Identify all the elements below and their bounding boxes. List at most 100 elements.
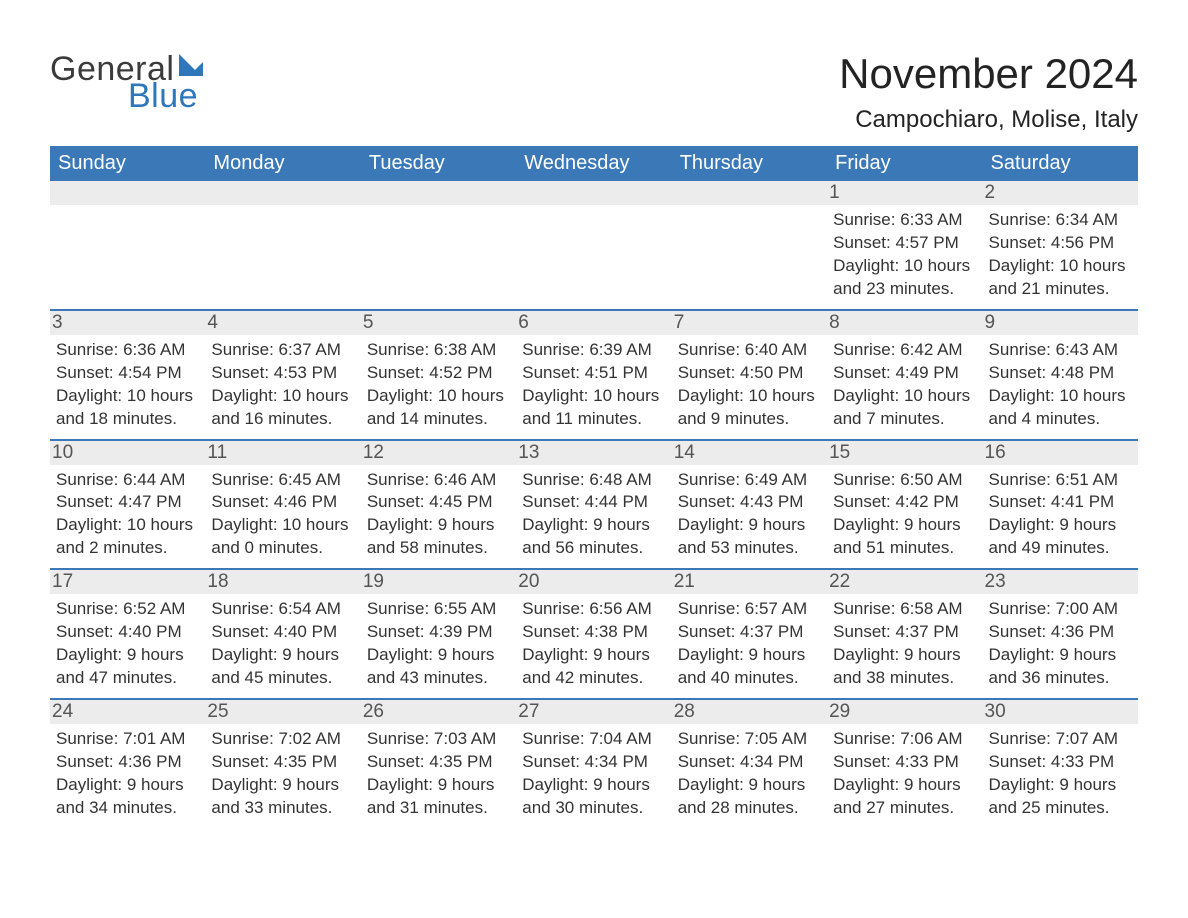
- day-empty: [361, 181, 516, 309]
- daylight-line1: Daylight: 9 hours: [989, 514, 1132, 537]
- day-number: 8: [829, 312, 840, 334]
- day-number: 9: [985, 312, 996, 334]
- day-number: 30: [985, 701, 1006, 723]
- daynum-bar: 30: [983, 700, 1138, 724]
- sunset-text: Sunset: 4:36 PM: [989, 621, 1132, 644]
- sunset-text: Sunset: 4:40 PM: [56, 621, 199, 644]
- sunset-text: Sunset: 4:41 PM: [989, 491, 1132, 514]
- day-details: Sunrise: 6:58 AMSunset: 4:37 PMDaylight:…: [833, 598, 976, 690]
- daynum-bar: 9: [983, 311, 1138, 335]
- dow-thursday: Thursday: [672, 146, 827, 181]
- daynum-bar: 12: [361, 441, 516, 465]
- day-number: 6: [518, 312, 529, 334]
- daynum-bar: [672, 181, 827, 205]
- day-cell: 2Sunrise: 6:34 AMSunset: 4:56 PMDaylight…: [983, 181, 1138, 309]
- daylight-line2: and 36 minutes.: [989, 667, 1132, 690]
- daynum-bar: 8: [827, 311, 982, 335]
- daylight-line2: and 31 minutes.: [367, 797, 510, 820]
- day-details: Sunrise: 7:00 AMSunset: 4:36 PMDaylight:…: [989, 598, 1132, 690]
- daylight-line1: Daylight: 9 hours: [989, 774, 1132, 797]
- day-cell: 13Sunrise: 6:48 AMSunset: 4:44 PMDayligh…: [516, 441, 671, 569]
- day-number: 26: [363, 701, 384, 723]
- day-cell: 30Sunrise: 7:07 AMSunset: 4:33 PMDayligh…: [983, 700, 1138, 828]
- daynum-bar: 2: [983, 181, 1138, 205]
- day-number: 21: [674, 571, 695, 593]
- sunrise-text: Sunrise: 6:42 AM: [833, 339, 976, 362]
- day-cell: 20Sunrise: 6:56 AMSunset: 4:38 PMDayligh…: [516, 570, 671, 698]
- week-row: 24Sunrise: 7:01 AMSunset: 4:36 PMDayligh…: [50, 698, 1138, 828]
- day-details: Sunrise: 6:39 AMSunset: 4:51 PMDaylight:…: [522, 339, 665, 431]
- day-details: Sunrise: 6:57 AMSunset: 4:37 PMDaylight:…: [678, 598, 821, 690]
- day-cell: 23Sunrise: 7:00 AMSunset: 4:36 PMDayligh…: [983, 570, 1138, 698]
- day-empty: [516, 181, 671, 309]
- daynum-bar: 19: [361, 570, 516, 594]
- daynum-bar: 3: [50, 311, 205, 335]
- day-cell: 8 Sunrise: 6:42 AMSunset: 4:49 PMDaylight…: [827, 311, 982, 439]
- dow-monday: Monday: [205, 146, 360, 181]
- daynum-bar: [361, 181, 516, 205]
- sunset-text: Sunset: 4:46 PM: [211, 491, 354, 514]
- daylight-line2: and 42 minutes.: [522, 667, 665, 690]
- sunset-text: Sunset: 4:43 PM: [678, 491, 821, 514]
- daynum-bar: [50, 181, 205, 205]
- day-number: 10: [52, 442, 73, 464]
- daylight-line1: Daylight: 9 hours: [833, 514, 976, 537]
- day-cell: 27Sunrise: 7:04 AMSunset: 4:34 PMDayligh…: [516, 700, 671, 828]
- daynum-bar: 20: [516, 570, 671, 594]
- weeks: 1 Sunrise: 6:33 AMSunset: 4:57 PMDaylight…: [50, 181, 1138, 828]
- daynum-bar: 1: [827, 181, 982, 205]
- daylight-line2: and 9 minutes.: [678, 408, 821, 431]
- sunset-text: Sunset: 4:40 PM: [211, 621, 354, 644]
- day-details: Sunrise: 6:37 AMSunset: 4:53 PMDaylight:…: [211, 339, 354, 431]
- daylight-line2: and 45 minutes.: [211, 667, 354, 690]
- daylight-line1: Daylight: 9 hours: [367, 774, 510, 797]
- day-number: 3: [52, 312, 63, 334]
- daylight-line2: and 0 minutes.: [211, 537, 354, 560]
- day-details: Sunrise: 6:36 AMSunset: 4:54 PMDaylight:…: [56, 339, 199, 431]
- sunset-text: Sunset: 4:57 PM: [833, 232, 976, 255]
- sunset-text: Sunset: 4:35 PM: [211, 751, 354, 774]
- day-details: Sunrise: 6:54 AMSunset: 4:40 PMDaylight:…: [211, 598, 354, 690]
- daylight-line1: Daylight: 10 hours: [211, 385, 354, 408]
- sunset-text: Sunset: 4:37 PM: [678, 621, 821, 644]
- sunrise-text: Sunrise: 6:46 AM: [367, 469, 510, 492]
- daynum-bar: 14: [672, 441, 827, 465]
- day-details: Sunrise: 6:40 AMSunset: 4:50 PMDaylight:…: [678, 339, 821, 431]
- logo-text-blue: Blue: [128, 77, 198, 116]
- sunset-text: Sunset: 4:34 PM: [522, 751, 665, 774]
- week-row: 1 Sunrise: 6:33 AMSunset: 4:57 PMDaylight…: [50, 181, 1138, 309]
- day-cell: 21 Sunrise: 6:57 AMSunset: 4:37 PMDayligh…: [672, 570, 827, 698]
- day-cell: 7 Sunrise: 6:40 AMSunset: 4:50 PMDaylight…: [672, 311, 827, 439]
- daynum-bar: 5: [361, 311, 516, 335]
- sunrise-text: Sunrise: 6:54 AM: [211, 598, 354, 621]
- daylight-line2: and 25 minutes.: [989, 797, 1132, 820]
- daynum-bar: 7: [672, 311, 827, 335]
- daylight-line1: Daylight: 10 hours: [522, 385, 665, 408]
- sunset-text: Sunset: 4:38 PM: [522, 621, 665, 644]
- day-number: 7: [674, 312, 685, 334]
- daylight-line2: and 14 minutes.: [367, 408, 510, 431]
- day-details: Sunrise: 6:42 AMSunset: 4:49 PMDaylight:…: [833, 339, 976, 431]
- sunrise-text: Sunrise: 6:49 AM: [678, 469, 821, 492]
- daynum-bar: 17: [50, 570, 205, 594]
- daylight-line1: Daylight: 9 hours: [211, 774, 354, 797]
- sunrise-text: Sunrise: 6:45 AM: [211, 469, 354, 492]
- logo: General Blue: [50, 50, 217, 116]
- sunset-text: Sunset: 4:39 PM: [367, 621, 510, 644]
- day-details: Sunrise: 6:50 AMSunset: 4:42 PMDaylight:…: [833, 469, 976, 561]
- daylight-line2: and 28 minutes.: [678, 797, 821, 820]
- day-cell: 24Sunrise: 7:01 AMSunset: 4:36 PMDayligh…: [50, 700, 205, 828]
- day-number: 4: [207, 312, 218, 334]
- day-number: 20: [518, 571, 539, 593]
- sunrise-text: Sunrise: 6:38 AM: [367, 339, 510, 362]
- day-details: Sunrise: 6:33 AMSunset: 4:57 PMDaylight:…: [833, 209, 976, 301]
- day-details: Sunrise: 6:55 AMSunset: 4:39 PMDaylight:…: [367, 598, 510, 690]
- day-number: 19: [363, 571, 384, 593]
- day-cell: 6 Sunrise: 6:39 AMSunset: 4:51 PMDaylight…: [516, 311, 671, 439]
- sunrise-text: Sunrise: 6:37 AM: [211, 339, 354, 362]
- sunrise-text: Sunrise: 7:01 AM: [56, 728, 199, 751]
- day-cell: 29Sunrise: 7:06 AMSunset: 4:33 PMDayligh…: [827, 700, 982, 828]
- header: General Blue November 2024 Campochiaro, …: [50, 50, 1138, 134]
- daylight-line2: and 40 minutes.: [678, 667, 821, 690]
- day-number: 16: [985, 442, 1006, 464]
